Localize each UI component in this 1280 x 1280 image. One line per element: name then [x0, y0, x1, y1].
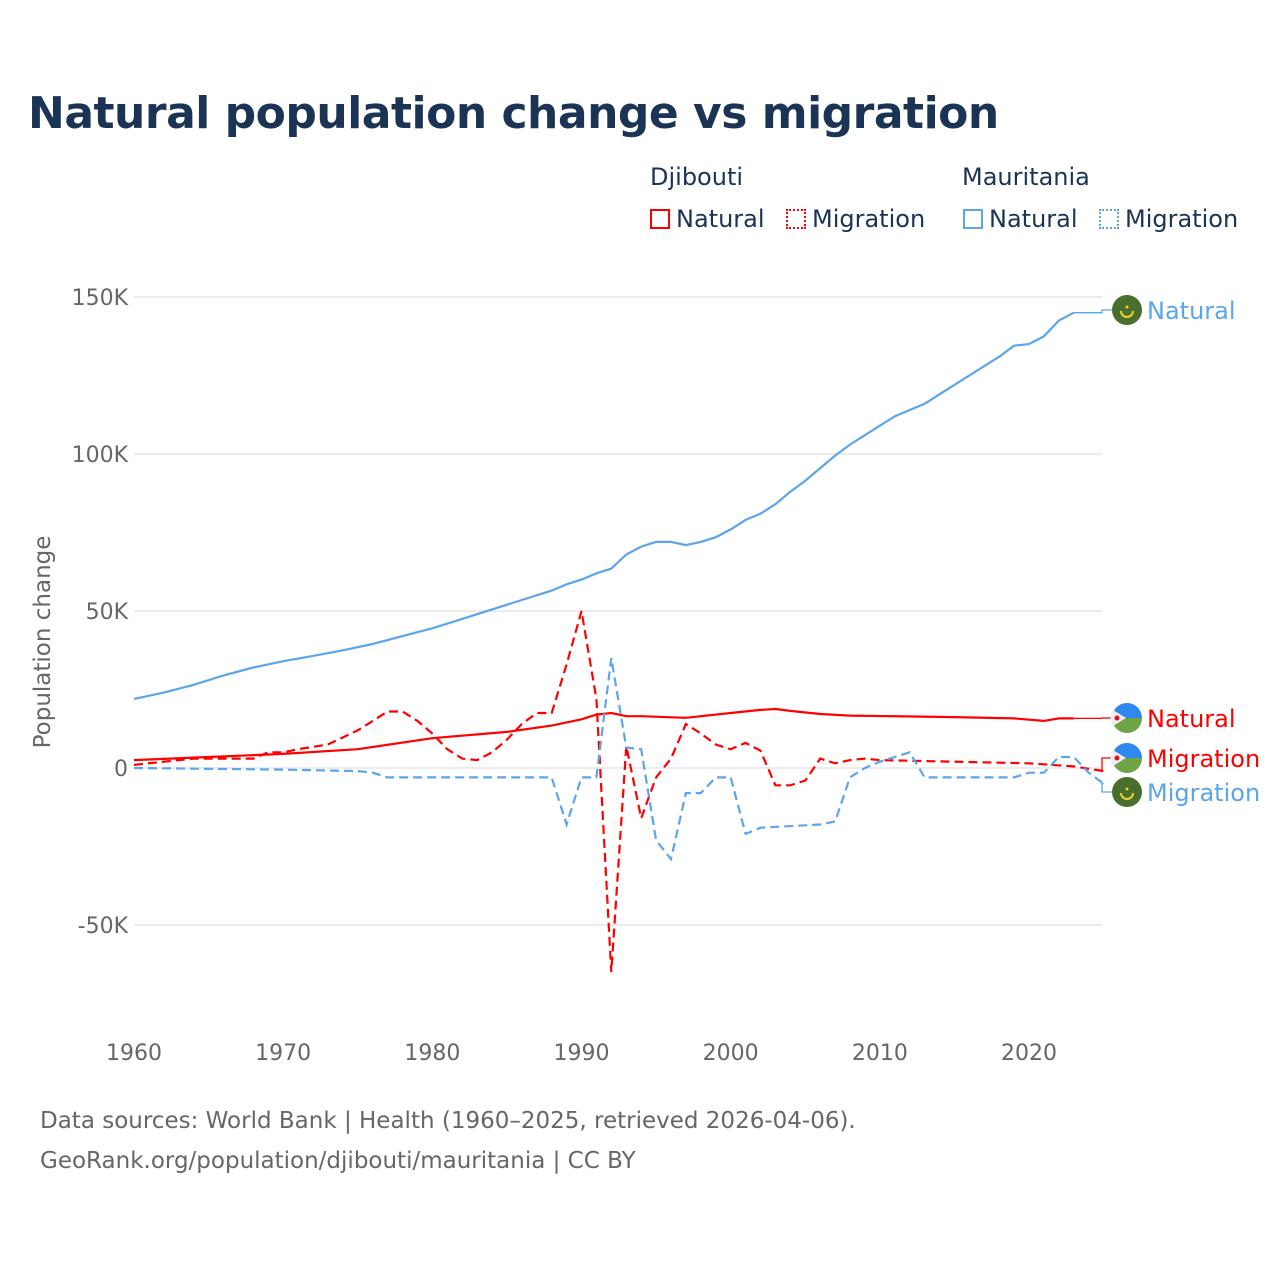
legend-swatch	[786, 209, 806, 229]
x-tick-label: 1970	[255, 1041, 311, 1066]
chart-title: Natural population change vs migration	[28, 88, 999, 139]
y-tick-label: 0	[114, 757, 128, 782]
flag-circle	[1112, 295, 1142, 325]
legend-label: Natural	[676, 205, 765, 233]
djibouti-flag-icon	[1110, 703, 1142, 733]
label-connector	[1101, 757, 1112, 772]
footer-sources: Data sources: World Bank | Health (1960–…	[40, 1108, 856, 1134]
x-tick-label: 1980	[404, 1041, 460, 1066]
legend-swatch	[1099, 209, 1119, 229]
legend-mauritania-migration[interactable]: Migration	[1099, 205, 1238, 233]
x-tick-label: 1990	[554, 1041, 610, 1066]
flag-circle	[1112, 777, 1142, 807]
star-icon	[1114, 755, 1120, 761]
series-line-mauritania-migration	[133, 657, 1105, 862]
series-end-label: Natural	[1147, 705, 1236, 733]
legend-swatch	[650, 209, 670, 229]
y-axis-label: Population change	[30, 536, 56, 749]
label-connector	[1073, 309, 1112, 314]
legend-label: Natural	[989, 205, 1078, 233]
mauritania-flag-icon	[1112, 777, 1142, 807]
djibouti-flag-icon	[1110, 743, 1142, 773]
y-tick-label: 50K	[86, 600, 129, 625]
series-line-djibouti-natural	[133, 707, 1074, 762]
series-end-label: Migration	[1147, 779, 1260, 807]
x-tick-label: 1960	[106, 1041, 162, 1066]
legend-group-djibouti: Djibouti	[650, 163, 744, 191]
series-end-label: Natural	[1147, 297, 1236, 325]
footer-link[interactable]: GeoRank.org/population/djibouti/mauritan…	[40, 1148, 636, 1174]
x-tick-label: 2020	[1001, 1041, 1057, 1066]
legend-djibouti-natural[interactable]: Natural	[650, 205, 765, 233]
crescent-icon	[1120, 792, 1134, 800]
y-tick-label: -50K	[78, 914, 129, 939]
legend-swatch	[963, 209, 983, 229]
x-tick-label: 2010	[852, 1041, 908, 1066]
series-line-mauritania-natural	[133, 311, 1075, 700]
mauritania-flag-icon	[1112, 295, 1142, 325]
x-tick-label: 2000	[703, 1041, 759, 1066]
legend-mauritania-natural[interactable]: Natural	[963, 205, 1078, 233]
legend-group-mauritania: Mauritania	[962, 163, 1090, 191]
legend-label: Migration	[812, 205, 926, 233]
label-connector	[1101, 783, 1112, 793]
series-line-djibouti-migration	[133, 610, 1104, 973]
y-tick-label: 150K	[72, 286, 129, 311]
legend-djibouti-migration[interactable]: Migration	[786, 205, 925, 233]
y-tick-label: 100K	[72, 443, 129, 468]
legend-label: Migration	[1125, 205, 1239, 233]
series-end-label: Migration	[1147, 745, 1260, 773]
star-icon	[1114, 715, 1120, 721]
crescent-icon	[1120, 310, 1134, 318]
star-icon	[1125, 305, 1129, 309]
star-icon	[1125, 787, 1129, 791]
